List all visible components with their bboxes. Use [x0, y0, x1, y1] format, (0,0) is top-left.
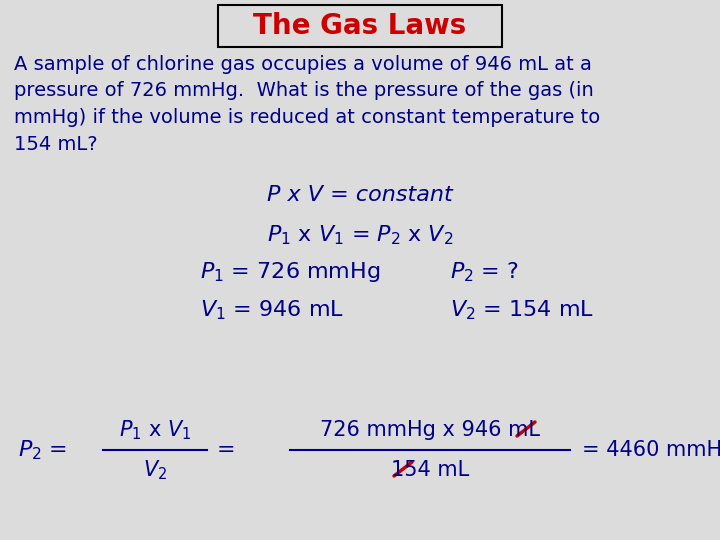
Text: $P_1$ = 726 mmHg: $P_1$ = 726 mmHg — [200, 260, 380, 284]
Text: $V_1$ = 946 mL: $V_1$ = 946 mL — [200, 298, 344, 322]
Text: $P_1$ x $V_1$ = $P_2$ x $V_2$: $P_1$ x $V_1$ = $P_2$ x $V_2$ — [267, 223, 453, 247]
Text: $P_2$ = ?: $P_2$ = ? — [450, 260, 519, 284]
Text: 154 mL: 154 mL — [391, 460, 469, 480]
Text: The Gas Laws: The Gas Laws — [253, 12, 467, 40]
Bar — [218, 5, 502, 47]
Text: = 4460 mmHg: = 4460 mmHg — [582, 440, 720, 460]
Text: $P_1$ x $V_1$: $P_1$ x $V_1$ — [119, 418, 191, 442]
Text: =: = — [217, 440, 235, 460]
Text: $V_2$ = 154 mL: $V_2$ = 154 mL — [450, 298, 594, 322]
Text: 726 mmHg x 946 mL: 726 mmHg x 946 mL — [320, 420, 540, 440]
Text: P x V = constant: P x V = constant — [267, 185, 453, 205]
Text: A sample of chlorine gas occupies a volume of 946 mL at a
pressure of 726 mmHg. : A sample of chlorine gas occupies a volu… — [14, 55, 600, 153]
Text: $P_2$ =: $P_2$ = — [18, 438, 67, 462]
Text: $V_2$: $V_2$ — [143, 458, 167, 482]
